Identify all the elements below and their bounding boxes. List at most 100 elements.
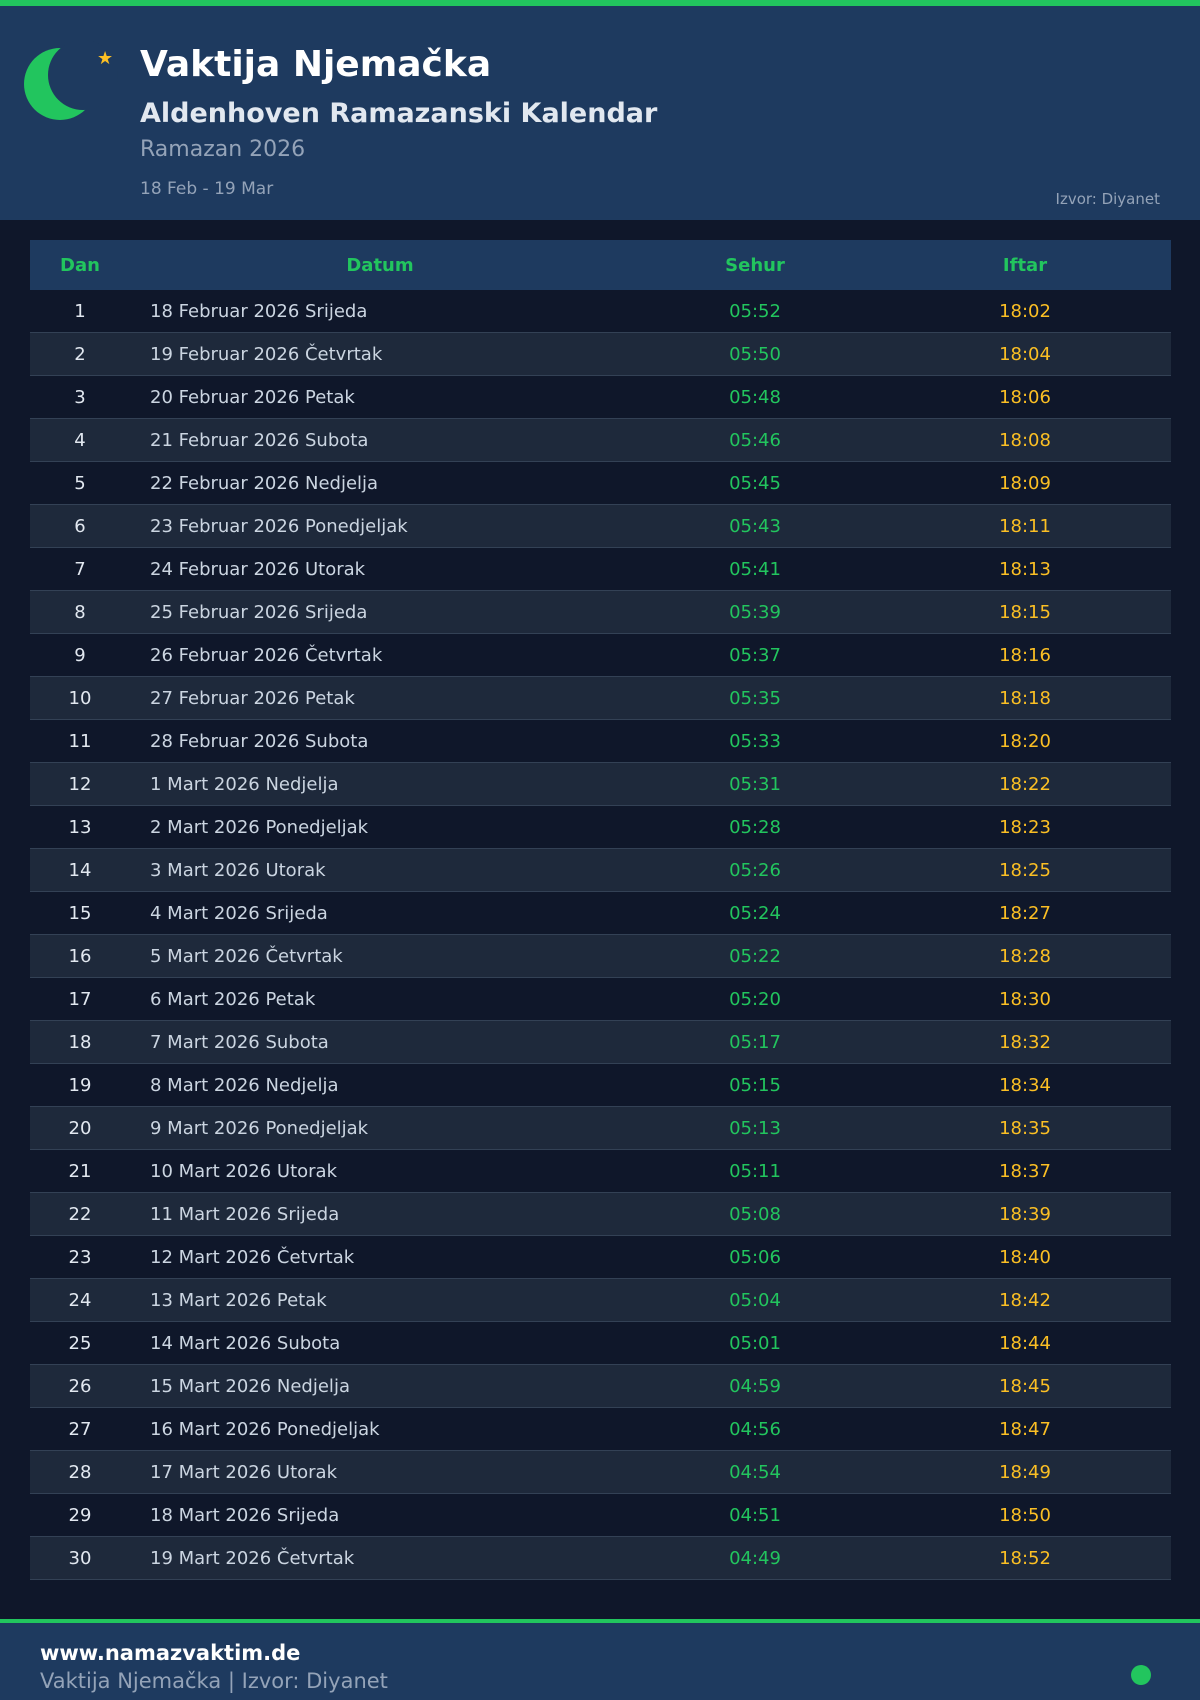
row-date: 24 Februar 2026 Utorak	[150, 558, 366, 580]
row-date: 9 Mart 2026 Ponedjeljak	[150, 1117, 369, 1139]
row-iftar: 18:15	[999, 601, 1051, 623]
crescent-moon-cutout	[48, 40, 118, 110]
table-row: 20 9 Mart 2026 Ponedjeljak 05:13 18:35	[30, 1107, 1171, 1150]
row-day: 21	[68, 1160, 92, 1182]
row-day: 22	[68, 1203, 92, 1225]
row-iftar: 18:50	[999, 1504, 1051, 1526]
row-day: 8	[74, 601, 86, 623]
row-iftar: 18:44	[999, 1332, 1051, 1354]
row-sehur: 05:13	[729, 1117, 781, 1139]
header-dan: Dan	[60, 254, 100, 276]
row-day: 29	[68, 1504, 92, 1526]
row-sehur: 05:37	[729, 644, 781, 666]
row-day: 15	[68, 902, 92, 924]
row-day: 18	[68, 1031, 92, 1053]
table-row: 8 25 Februar 2026 Srijeda 05:39 18:15	[30, 591, 1171, 634]
table-row: 22 11 Mart 2026 Srijeda 05:08 18:39	[30, 1193, 1171, 1236]
row-date: 11 Mart 2026 Srijeda	[150, 1203, 340, 1225]
table-row: 21 10 Mart 2026 Utorak 05:11 18:37	[30, 1150, 1171, 1193]
row-sehur: 05:33	[729, 730, 781, 752]
row-iftar: 18:22	[999, 773, 1051, 795]
row-sehur: 05:52	[729, 300, 781, 322]
table-body: 1 18 Februar 2026 Srijeda 05:52 18:02 2 19 Fe…	[30, 290, 1171, 1580]
row-date: 18 Februar 2026 Srijeda	[150, 300, 368, 322]
footer-website: www.namazvaktim.de	[40, 1641, 301, 1665]
row-date: 27 Februar 2026 Petak	[150, 687, 355, 709]
table-row: 7 24 Februar 2026 Utorak 05:41 18:13	[30, 548, 1171, 591]
row-iftar: 18:37	[999, 1160, 1051, 1182]
row-sehur: 05:50	[729, 343, 781, 365]
row-date: 1 Mart 2026 Nedjelja	[150, 773, 339, 795]
row-date: 18 Mart 2026 Srijeda	[150, 1504, 340, 1526]
row-iftar: 18:40	[999, 1246, 1051, 1268]
ramazan-year: Ramazan 2026	[140, 137, 306, 162]
header-sehur: Sehur	[725, 254, 785, 276]
row-date: 23 Februar 2026 Ponedjeljak	[150, 515, 408, 537]
row-date: 22 Februar 2026 Nedjelja	[150, 472, 379, 494]
table-header: Dan Datum Sehur Iftar	[30, 240, 1171, 290]
row-day: 6	[74, 515, 86, 537]
row-sehur: 05:26	[729, 859, 781, 881]
row-iftar: 18:32	[999, 1031, 1051, 1053]
row-date: 28 Februar 2026 Subota	[150, 730, 369, 752]
row-day: 3	[74, 386, 86, 408]
row-date: 4 Mart 2026 Srijeda	[150, 902, 328, 924]
table-row: 9 26 Februar 2026 Četvrtak 05:37 18:16	[30, 634, 1171, 677]
row-date: 19 Mart 2026 Četvrtak	[150, 1547, 355, 1569]
table-row: 24 13 Mart 2026 Petak 05:04 18:42	[30, 1279, 1171, 1322]
row-iftar: 18:20	[999, 730, 1051, 752]
row-iftar: 18:49	[999, 1461, 1051, 1483]
table-row: 13 2 Mart 2026 Ponedjeljak 05:28 18:23	[30, 806, 1171, 849]
row-date: 7 Mart 2026 Subota	[150, 1031, 329, 1053]
row-day: 5	[74, 472, 86, 494]
row-sehur: 05:01	[729, 1332, 781, 1354]
row-date: 17 Mart 2026 Utorak	[150, 1461, 337, 1483]
table-row: 28 17 Mart 2026 Utorak 04:54 18:49	[30, 1451, 1171, 1494]
row-day: 4	[74, 429, 86, 451]
row-sehur: 04:49	[729, 1547, 781, 1569]
row-date: 25 Februar 2026 Srijeda	[150, 601, 368, 623]
row-sehur: 04:59	[729, 1375, 781, 1397]
row-day: 1	[74, 300, 86, 322]
row-day: 26	[68, 1375, 92, 1397]
row-date: 21 Februar 2026 Subota	[150, 429, 369, 451]
date-range: 18 Feb - 19 Mar	[140, 179, 274, 199]
row-date: 6 Mart 2026 Petak	[150, 988, 316, 1010]
table-row: 4 21 Februar 2026 Subota 05:46 18:08	[30, 419, 1171, 462]
table-row: 23 12 Mart 2026 Četvrtak 05:06 18:40	[30, 1236, 1171, 1279]
row-day: 11	[68, 730, 92, 752]
row-iftar: 18:09	[999, 472, 1051, 494]
row-day: 23	[68, 1246, 92, 1268]
row-iftar: 18:06	[999, 386, 1051, 408]
row-sehur: 05:11	[729, 1160, 781, 1182]
table-row: 12 1 Mart 2026 Nedjelja 05:31 18:22	[30, 763, 1171, 806]
table-row: 2 19 Februar 2026 Četvrtak 05:50 18:04	[30, 333, 1171, 376]
table-row: 15 4 Mart 2026 Srijeda 05:24 18:27	[30, 892, 1171, 935]
row-sehur: 05:22	[729, 945, 781, 967]
row-sehur: 05:06	[729, 1246, 781, 1268]
row-sehur: 05:20	[729, 988, 781, 1010]
header: ★ Vaktija Njemačka Aldenhoven Ramazanski…	[0, 6, 1200, 220]
table-row: 25 14 Mart 2026 Subota 05:01 18:44	[30, 1322, 1171, 1365]
row-day: 9	[74, 644, 86, 666]
row-day: 24	[68, 1289, 92, 1311]
table-row: 14 3 Mart 2026 Utorak 05:26 18:25	[30, 849, 1171, 892]
row-sehur: 05:43	[729, 515, 781, 537]
table-row: 19 8 Mart 2026 Nedjelja 05:15 18:34	[30, 1064, 1171, 1107]
table-row: 3 20 Februar 2026 Petak 05:48 18:06	[30, 376, 1171, 419]
row-sehur: 05:48	[729, 386, 781, 408]
row-day: 25	[68, 1332, 92, 1354]
footer-subtitle: Vaktija Njemačka | Izvor: Diyanet	[40, 1669, 388, 1693]
row-date: 20 Februar 2026 Petak	[150, 386, 355, 408]
row-iftar: 18:47	[999, 1418, 1051, 1440]
row-date: 10 Mart 2026 Utorak	[150, 1160, 337, 1182]
row-sehur: 05:31	[729, 773, 781, 795]
page-title: Vaktija Njemačka	[140, 44, 492, 85]
table-row: 18 7 Mart 2026 Subota 05:17 18:32	[30, 1021, 1171, 1064]
row-day: 7	[74, 558, 86, 580]
row-iftar: 18:11	[999, 515, 1051, 537]
row-sehur: 05:04	[729, 1289, 781, 1311]
row-sehur: 04:54	[729, 1461, 781, 1483]
row-sehur: 04:51	[729, 1504, 781, 1526]
source-label: Izvor: Diyanet	[1055, 190, 1160, 208]
